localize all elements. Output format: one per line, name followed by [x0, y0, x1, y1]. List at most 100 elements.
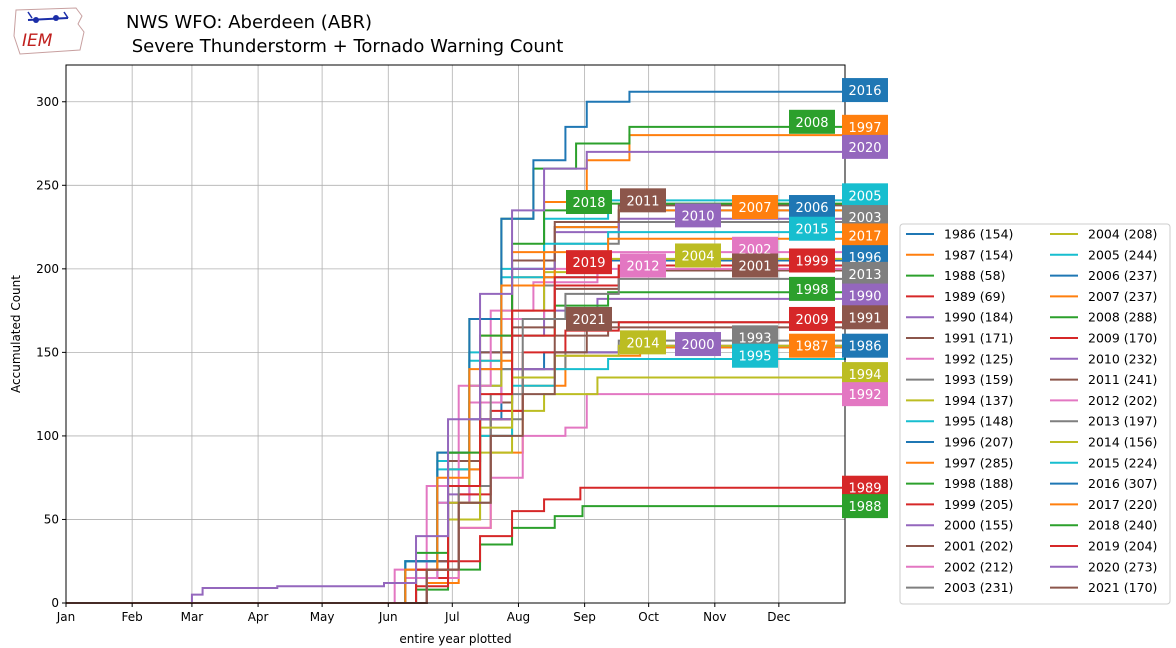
- series-line-2017: [66, 235, 846, 604]
- year-label-2013: 2013: [848, 268, 881, 283]
- year-label-box-1988: [842, 494, 888, 519]
- legend-entry-2010: 2010 (232): [1088, 351, 1157, 366]
- series-line-2012: [66, 265, 846, 604]
- year-label-box-1987: [789, 333, 835, 358]
- legend-entry-2008: 2008 (288): [1088, 310, 1157, 325]
- series-line-1998: [66, 288, 846, 604]
- year-label-1995: 1995: [738, 350, 771, 365]
- y-tick-label: 150: [36, 345, 59, 359]
- legend-entry-1996: 1996 (207): [944, 435, 1013, 450]
- year-label-1988: 1988: [848, 500, 881, 515]
- year-label-box-1986: [842, 333, 888, 358]
- y-axis-label: Accumulated Count: [9, 275, 23, 393]
- year-label-2000: 2000: [681, 338, 714, 353]
- x-tick-label: May: [310, 610, 335, 624]
- series-line-1997: [66, 126, 846, 604]
- year-label-1990: 1990: [848, 290, 881, 305]
- year-label-2016: 2016: [848, 84, 881, 99]
- year-label-2014: 2014: [626, 336, 659, 351]
- year-label-2009: 2009: [795, 313, 828, 328]
- legend-entry-1989: 1989 (69): [944, 289, 1005, 304]
- year-label-2020: 2020: [848, 141, 881, 156]
- legend-box: [899, 223, 1171, 605]
- series-line-1995: [66, 355, 846, 604]
- legend-entry-1990: 1990 (184): [944, 310, 1013, 325]
- year-label-box-2014: [620, 330, 666, 355]
- legend-entry-2017: 2017 (220): [1088, 497, 1157, 512]
- year-label-box-2007: [732, 195, 778, 220]
- series-line-2019: [66, 262, 846, 604]
- x-tick-label: Aug: [507, 610, 530, 624]
- x-tick-label: Feb: [122, 610, 143, 624]
- series-line-1989: [66, 486, 845, 604]
- y-tick-label: 100: [36, 429, 59, 443]
- year-label-2008: 2008: [795, 116, 828, 131]
- legend-entry-2013: 2013 (197): [1088, 414, 1157, 429]
- series-line-2005: [66, 195, 846, 604]
- series-line-2004: [66, 255, 846, 604]
- series-line-2001: [66, 265, 846, 604]
- year-label-2011: 2011: [626, 194, 659, 209]
- series-line-1988: [66, 505, 845, 604]
- series-line-2018: [66, 202, 846, 604]
- y-tick-label: 200: [36, 262, 59, 276]
- legend-entry-1988: 1988 (58): [944, 268, 1005, 283]
- year-label-box-2020: [842, 134, 888, 159]
- series-line-1992: [66, 393, 845, 604]
- legend-entry-1997: 1997 (285): [944, 455, 1013, 470]
- legend-entry-2003: 2003 (231): [944, 580, 1013, 595]
- year-label-box-2000: [675, 332, 721, 357]
- series-line-1986: [66, 345, 846, 604]
- series-line-2002: [66, 248, 846, 604]
- y-tick-label: 300: [36, 95, 59, 109]
- series-line-2008: [66, 121, 846, 604]
- legend-entry-2015: 2015 (224): [1088, 455, 1157, 470]
- y-tick-label: 50: [44, 512, 59, 526]
- year-label-box-2004: [675, 243, 721, 268]
- year-label-box-1991: [842, 305, 888, 330]
- series-line-2015: [66, 228, 846, 604]
- year-label-2004: 2004: [681, 249, 714, 264]
- legend-entry-2019: 2019 (204): [1088, 539, 1157, 554]
- legend-entry-1987: 1987 (154): [944, 247, 1013, 262]
- year-label-2017: 2017: [848, 229, 881, 244]
- legend-entry-2020: 2020 (273): [1088, 559, 1157, 574]
- x-tick-label: Nov: [703, 610, 726, 624]
- legend-entry-2005: 2005 (244): [1088, 247, 1157, 262]
- year-label-1999: 1999: [795, 254, 828, 269]
- year-label-1987: 1987: [795, 340, 828, 355]
- plot-frame: [65, 64, 846, 604]
- year-label-2003: 2003: [848, 211, 881, 226]
- x-tick-label: Mar: [181, 610, 204, 624]
- x-tick-label: Jul: [444, 610, 459, 624]
- year-label-box-2013: [842, 261, 888, 286]
- legend-entry-1993: 1993 (159): [944, 372, 1013, 387]
- x-tick-label: Sep: [573, 610, 596, 624]
- y-tick-label: 0: [51, 596, 59, 610]
- chart-subtitle: Severe Thunderstorm + Tornado Warning Co…: [126, 36, 564, 57]
- x-tick-label: Dec: [767, 610, 790, 624]
- year-label-box-2021: [566, 306, 612, 331]
- year-label-box-2010: [675, 203, 721, 228]
- year-label-1992: 1992: [848, 388, 881, 403]
- year-label-1991: 1991: [848, 311, 881, 326]
- series-line-1990: [66, 295, 846, 604]
- legend-entry-2014: 2014 (156): [1088, 435, 1157, 450]
- legend-entry-1986: 1986 (154): [944, 227, 1013, 242]
- legend-entry-2009: 2009 (170): [1088, 331, 1157, 346]
- year-label-box-2001: [732, 253, 778, 278]
- legend-entry-2001: 2001 (202): [944, 539, 1013, 554]
- legend-entry-2007: 2007 (237): [1088, 289, 1157, 304]
- year-label-2018: 2018: [572, 196, 605, 211]
- year-label-2001: 2001: [738, 259, 771, 274]
- series-line-2003: [66, 217, 846, 604]
- x-tick-label: Jun: [378, 610, 398, 624]
- series-line-2010: [66, 215, 846, 604]
- legend-entry-2012: 2012 (202): [1088, 393, 1157, 408]
- series-line-2020: [66, 146, 846, 604]
- year-label-box-2008: [789, 109, 835, 134]
- iem-logo: IEM: [13, 7, 85, 55]
- year-label-box-1997: [842, 114, 888, 139]
- series-line-2021: [66, 318, 846, 604]
